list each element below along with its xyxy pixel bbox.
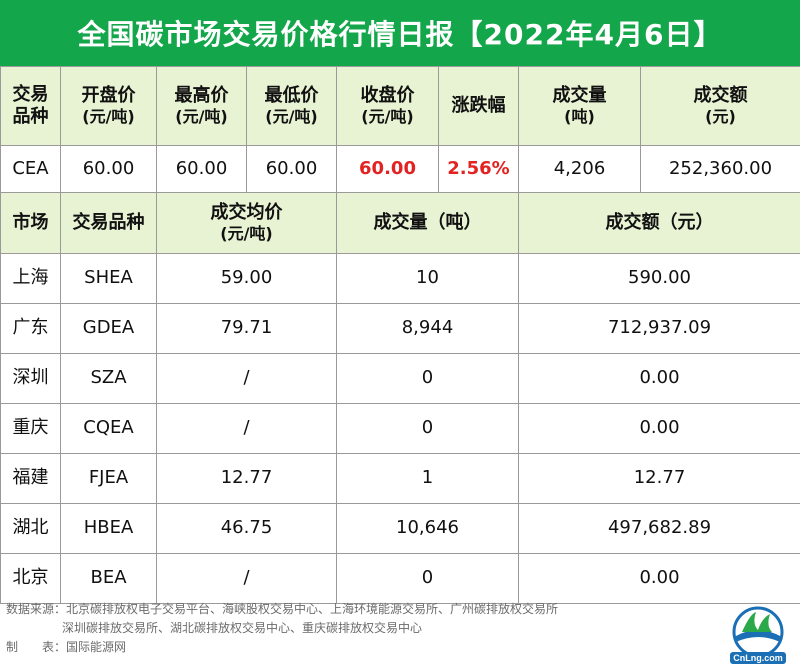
cea-amount: 252,360.00 xyxy=(640,145,800,193)
footer-notes: 数据来源：北京碳排放权电子交易平台、海峡股权交易中心、上海环境能源交易所、广州碳… xyxy=(6,600,706,657)
cea-product: CEA xyxy=(0,145,61,193)
market-volume: 0 xyxy=(336,553,519,604)
table-row: 重庆 CQEA / 0 0.00 xyxy=(0,403,800,454)
table-row: 湖北 HBEA 46.75 10,646 497,682.89 xyxy=(0,503,800,554)
market-name: 北京 xyxy=(0,553,61,604)
regional-header-row: 市场 交易品种 成交均价 (元/吨) 成交量（吨） 成交额（元） xyxy=(0,192,800,254)
market-avg-price: / xyxy=(156,403,337,454)
market-amount: 712,937.09 xyxy=(518,303,800,354)
header-regional-volume: 成交量（吨） xyxy=(336,192,519,254)
cea-volume: 4,206 xyxy=(518,145,641,193)
market-amount: 12.77 xyxy=(518,453,800,504)
cea-change: 2.56% xyxy=(438,145,519,193)
market-product: GDEA xyxy=(60,303,157,354)
table-row: 北京 BEA / 0 0.00 xyxy=(0,553,800,604)
national-header-row: 交易 品种 开盘价 (元/吨) 最高价 (元/吨) 最低价 (元/吨) 收盘价 (元/吨)… xyxy=(0,66,800,146)
market-amount: 0.00 xyxy=(518,353,800,404)
market-name: 福建 xyxy=(0,453,61,504)
market-volume: 10 xyxy=(336,253,519,304)
market-name: 广东 xyxy=(0,303,61,354)
market-volume: 0 xyxy=(336,403,519,454)
market-volume: 1 xyxy=(336,453,519,504)
market-amount: 497,682.89 xyxy=(518,503,800,554)
source-line-1: 数据来源：北京碳排放权电子交易平台、海峡股权交易中心、上海环境能源交易所、广州碳… xyxy=(6,602,559,616)
market-avg-price: / xyxy=(156,353,337,404)
market-amount: 0.00 xyxy=(518,403,800,454)
price-table: 交易 品种 开盘价 (元/吨) 最高价 (元/吨) 最低价 (元/吨) 收盘价 (元/吨)… xyxy=(0,66,800,604)
market-avg-price: 12.77 xyxy=(156,453,337,504)
market-product: CQEA xyxy=(60,403,157,454)
market-name: 重庆 xyxy=(0,403,61,454)
cea-close: 60.00 xyxy=(336,145,439,193)
market-volume: 8,944 xyxy=(336,303,519,354)
national-data-row: CEA 60.00 60.00 60.00 60.00 2.56% 4,206 … xyxy=(0,145,800,193)
market-product: FJEA xyxy=(60,453,157,504)
header-high: 最高价 (元/吨) xyxy=(156,66,247,146)
market-name: 深圳 xyxy=(0,353,61,404)
table-row: 广东 GDEA 79.71 8,944 712,937.09 xyxy=(0,303,800,354)
header-amount: 成交额 (元) xyxy=(640,66,800,146)
header-volume: 成交量 (吨) xyxy=(518,66,641,146)
table-row: 上海 SHEA 59.00 10 590.00 xyxy=(0,253,800,304)
market-avg-price: / xyxy=(156,553,337,604)
market-volume: 10,646 xyxy=(336,503,519,554)
header-open: 开盘价 (元/吨) xyxy=(60,66,157,146)
maker-line: 制 表：国际能源网 xyxy=(6,640,127,654)
market-name: 湖北 xyxy=(0,503,61,554)
header-change: 涨跌幅 xyxy=(438,66,519,146)
header-product: 交易 品种 xyxy=(0,66,61,146)
source-line-2: 深圳碳排放交易所、湖北碳排放权交易中心、重庆碳排放权交易中心 xyxy=(62,621,423,635)
table-row: 深圳 SZA / 0 0.00 xyxy=(0,353,800,404)
market-product: SHEA xyxy=(60,253,157,304)
cea-open: 60.00 xyxy=(60,145,157,193)
market-product: SZA xyxy=(60,353,157,404)
market-product: BEA xyxy=(60,553,157,604)
logo-text: CnLng.com xyxy=(733,653,783,663)
header-regional-product: 交易品种 xyxy=(60,192,157,254)
market-amount: 590.00 xyxy=(518,253,800,304)
cnlng-logo-icon: CnLng.com xyxy=(730,606,786,664)
market-name: 上海 xyxy=(0,253,61,304)
header-low: 最低价 (元/吨) xyxy=(246,66,337,146)
header-regional-amount: 成交额（元） xyxy=(518,192,800,254)
cea-high: 60.00 xyxy=(156,145,247,193)
market-avg-price: 46.75 xyxy=(156,503,337,554)
header-close: 收盘价 (元/吨) xyxy=(336,66,439,146)
market-volume: 0 xyxy=(336,353,519,404)
market-avg-price: 79.71 xyxy=(156,303,337,354)
table-row: 福建 FJEA 12.77 1 12.77 xyxy=(0,453,800,504)
header-avg-price: 成交均价 (元/吨) xyxy=(156,192,337,254)
page-title: 全国碳市场交易价格行情日报【2022年4月6日】 xyxy=(0,0,800,66)
market-avg-price: 59.00 xyxy=(156,253,337,304)
cea-low: 60.00 xyxy=(246,145,337,193)
header-market: 市场 xyxy=(0,192,61,254)
market-amount: 0.00 xyxy=(518,553,800,604)
market-product: HBEA xyxy=(60,503,157,554)
